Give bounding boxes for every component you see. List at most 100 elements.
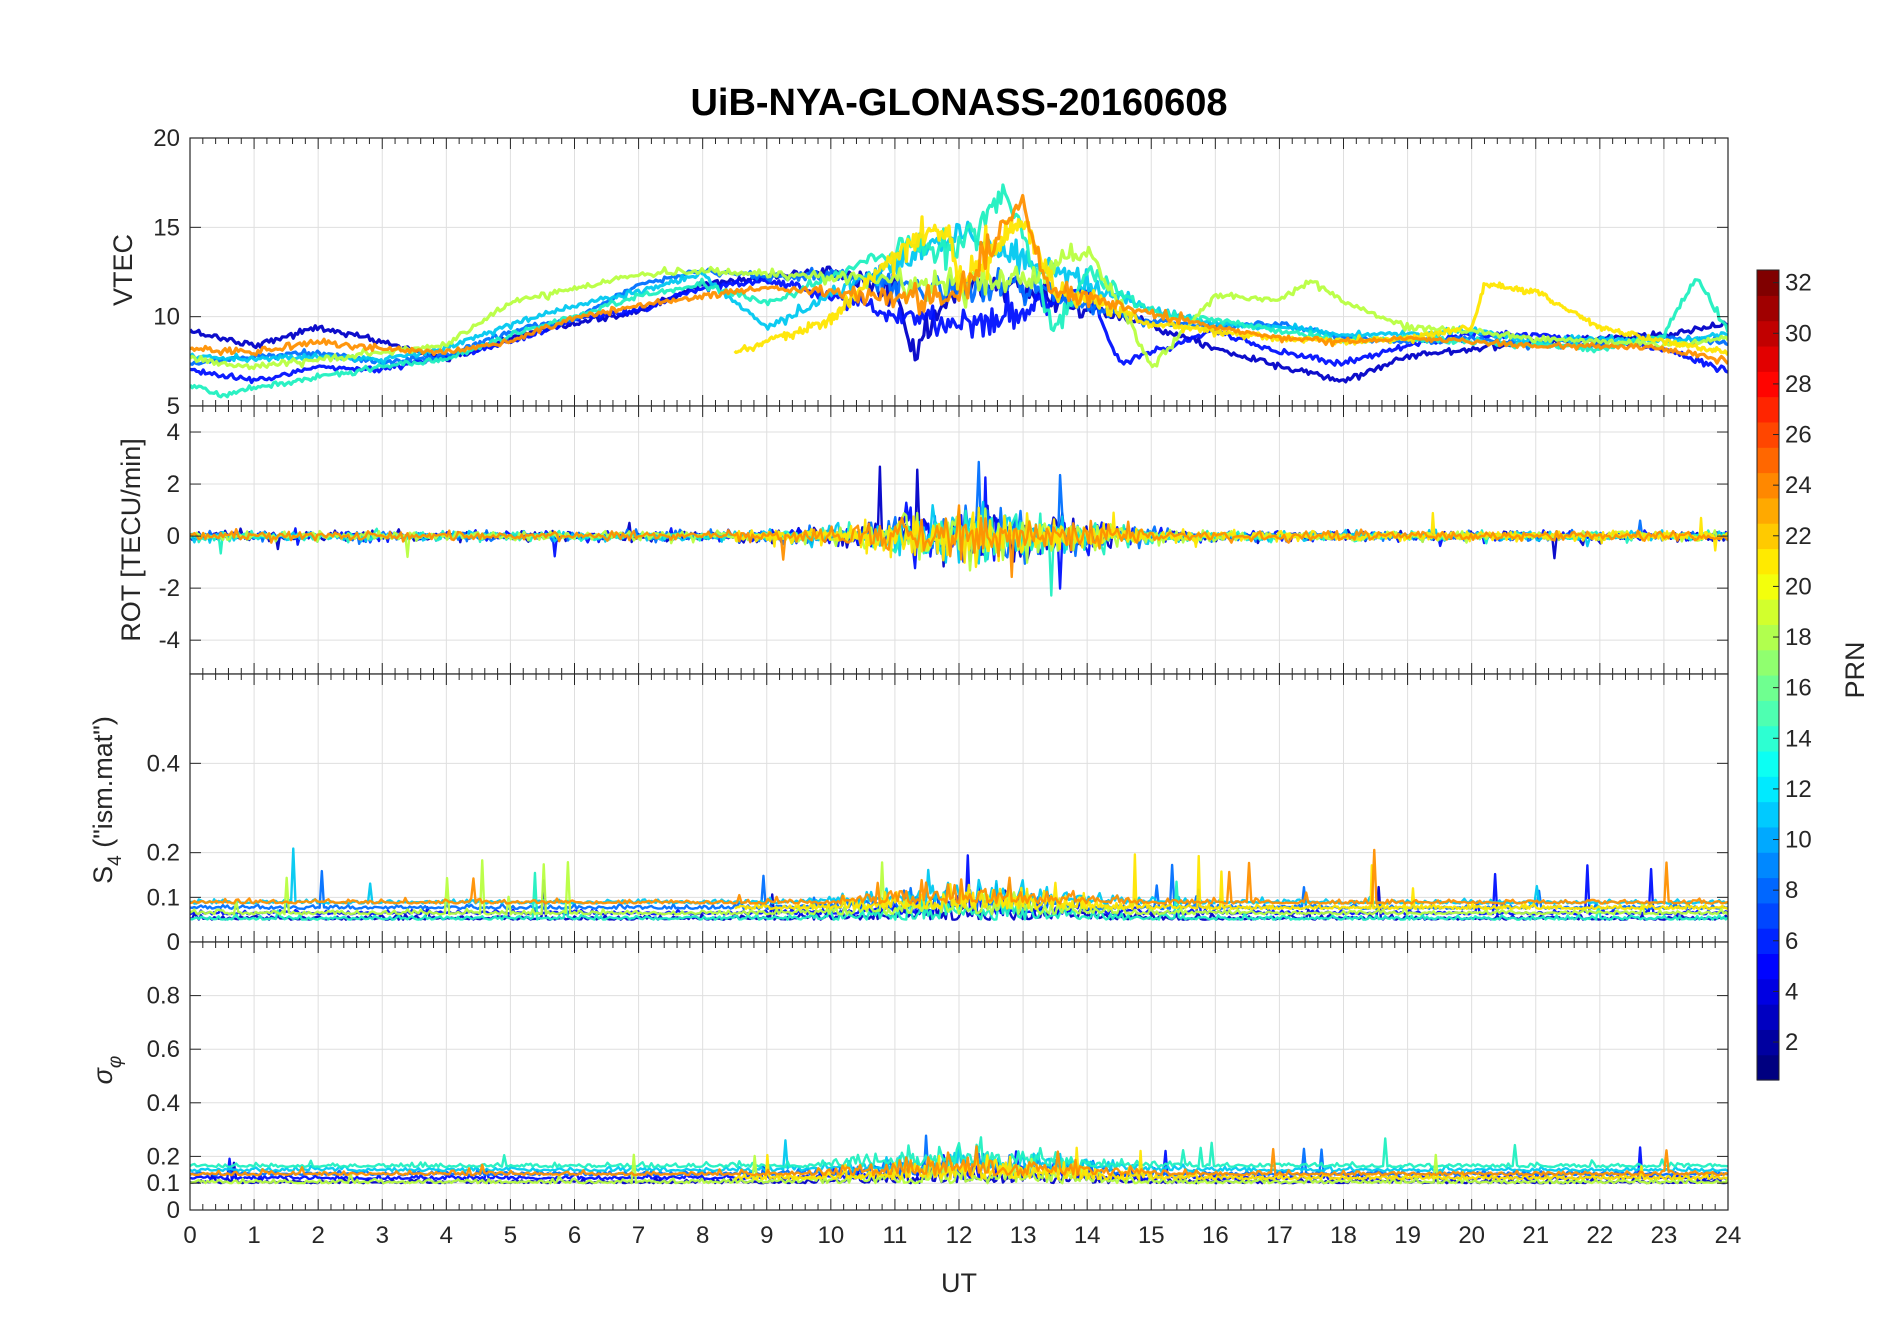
y-tick-label: -4	[159, 627, 180, 654]
colorbar-swatch	[1757, 1054, 1779, 1081]
y-tick-label: 0.2	[147, 840, 180, 867]
colorbar-tick-label: 20	[1785, 573, 1812, 600]
x-tick-label: 13	[1010, 1222, 1037, 1249]
y-axis-label-vtec: VTEC	[108, 234, 138, 306]
x-tick-label: 22	[1586, 1222, 1613, 1249]
series-group	[190, 460, 1728, 597]
colorbar-swatch	[1757, 776, 1779, 803]
colorbar-tick-label: 6	[1785, 928, 1798, 955]
x-tick-label: 17	[1266, 1222, 1293, 1249]
s4-panel: 0 0.1 0.2 0.4	[147, 673, 1729, 956]
colorbar-swatch	[1757, 826, 1779, 853]
x-tick-label: 24	[1715, 1222, 1742, 1249]
x-tick-label: 20	[1458, 1222, 1485, 1249]
colorbar-swatch	[1757, 548, 1779, 575]
y-tick-label: 5	[167, 393, 180, 420]
x-tick-label: 8	[696, 1222, 709, 1249]
y-axis-label-sigma-phi: σφ	[88, 1056, 126, 1085]
y-tick-label: 0.1	[147, 1170, 180, 1197]
y-tick-label: 0.4	[147, 750, 180, 777]
y-tick-label: 0.6	[147, 1036, 180, 1063]
series-line-prn-23	[190, 848, 1728, 905]
x-tick-label: 19	[1394, 1222, 1421, 1249]
y-tick-label: 15	[153, 214, 180, 241]
colorbar-swatch	[1757, 700, 1779, 727]
series-line-prn-14	[190, 1136, 1728, 1169]
colorbar-tick-label: 26	[1785, 422, 1812, 449]
colorbar-swatch	[1757, 750, 1779, 777]
y-tick-label: 0	[167, 523, 180, 550]
colorbar-swatch	[1757, 270, 1779, 296]
rot-panel: -4 -2 0 2 4	[159, 405, 1729, 675]
x-tick-label: 11	[882, 1222, 907, 1249]
series-line-prn-20	[734, 853, 1728, 911]
colorbar-swatch	[1757, 421, 1779, 448]
x-tick-label: 10	[817, 1222, 844, 1249]
colorbar-swatch	[1757, 371, 1779, 398]
colorbar-tick-label: 16	[1785, 675, 1812, 702]
series-group	[190, 183, 1728, 399]
x-tick-label: 12	[946, 1222, 973, 1249]
x-tick-label: 16	[1202, 1222, 1229, 1249]
colorbar-tick-label: 12	[1785, 776, 1812, 803]
colorbar-tick-label: 18	[1785, 624, 1812, 651]
colorbar-swatch	[1757, 320, 1779, 347]
colorbar-swatch	[1757, 978, 1779, 1005]
y-tick-label: 0	[167, 1197, 180, 1224]
y-tick-label: 0.2	[147, 1143, 180, 1170]
series-group	[190, 1134, 1728, 1185]
series-line-prn-23	[190, 1145, 1728, 1177]
colorbar-tick-label: 8	[1785, 877, 1798, 904]
colorbar-swatch	[1757, 624, 1779, 651]
x-axis-label: UT	[941, 1268, 977, 1298]
series-line-prn-23	[190, 193, 1728, 365]
series-line-prn-23	[190, 504, 1728, 579]
colorbar-label: PRN	[1840, 641, 1870, 698]
y-axis-label-rot: ROT [TECU/min]	[116, 438, 146, 642]
x-tick-label: 14	[1074, 1222, 1101, 1249]
colorbar-swatch	[1757, 725, 1779, 752]
colorbar-swatch	[1757, 573, 1779, 600]
colorbar-tick-label: 22	[1785, 523, 1812, 550]
y-tick-label: 0	[167, 929, 180, 956]
colorbar-swatch	[1757, 295, 1779, 322]
colorbar-swatch	[1757, 497, 1779, 524]
x-tick-label: 1	[247, 1222, 260, 1249]
x-tick-label: 18	[1330, 1222, 1357, 1249]
x-tick-label: 21	[1522, 1222, 1549, 1249]
colorbar-tick-label: 32	[1785, 270, 1812, 297]
y-tick-label: 2	[167, 471, 180, 498]
colorbar-swatch	[1757, 852, 1779, 879]
x-tick-label: 7	[632, 1222, 645, 1249]
x-tick-label: 2	[311, 1222, 324, 1249]
colorbar-swatch	[1757, 447, 1779, 474]
colorbar-swatch	[1757, 953, 1779, 980]
vtec-panel: 5 10 15 20	[153, 125, 1729, 420]
x-tick-label: 0	[183, 1222, 196, 1249]
colorbar-swatch	[1757, 523, 1779, 550]
y-tick-label: 0.8	[147, 983, 180, 1010]
y-axis-labels: VTEC ROT [TECU/min] S4 ("ism.mat") σφ	[88, 234, 146, 1084]
colorbar-tick-label: 2	[1785, 1029, 1798, 1056]
colorbar-tick-label: 4	[1785, 978, 1798, 1005]
x-tick-label: 9	[760, 1222, 773, 1249]
colorbar-tick-label: 30	[1785, 320, 1812, 347]
colorbar-swatch	[1757, 928, 1779, 955]
colorbar-swatch	[1757, 472, 1779, 499]
colorbar-tick-label: 24	[1785, 472, 1812, 499]
series-line-prn-20	[734, 1146, 1728, 1181]
series-line-prn-18	[190, 1153, 1728, 1185]
y-axis-label-s4: S4 ("ism.mat")	[88, 716, 126, 884]
colorbar-frame	[1756, 269, 1780, 1081]
y-tick-label: 20	[153, 125, 180, 152]
colorbar-swatch	[1757, 1029, 1779, 1056]
colorbar-swatch	[1757, 345, 1779, 372]
colorbar-swatch	[1757, 396, 1779, 423]
x-tick-label: 5	[504, 1222, 517, 1249]
series-line-prn-18	[190, 859, 1728, 916]
colorbar-swatch	[1757, 902, 1779, 929]
colorbar-swatch	[1757, 599, 1779, 625]
x-tick-label: 4	[440, 1222, 453, 1249]
series-line-prn-20	[733, 215, 1728, 357]
